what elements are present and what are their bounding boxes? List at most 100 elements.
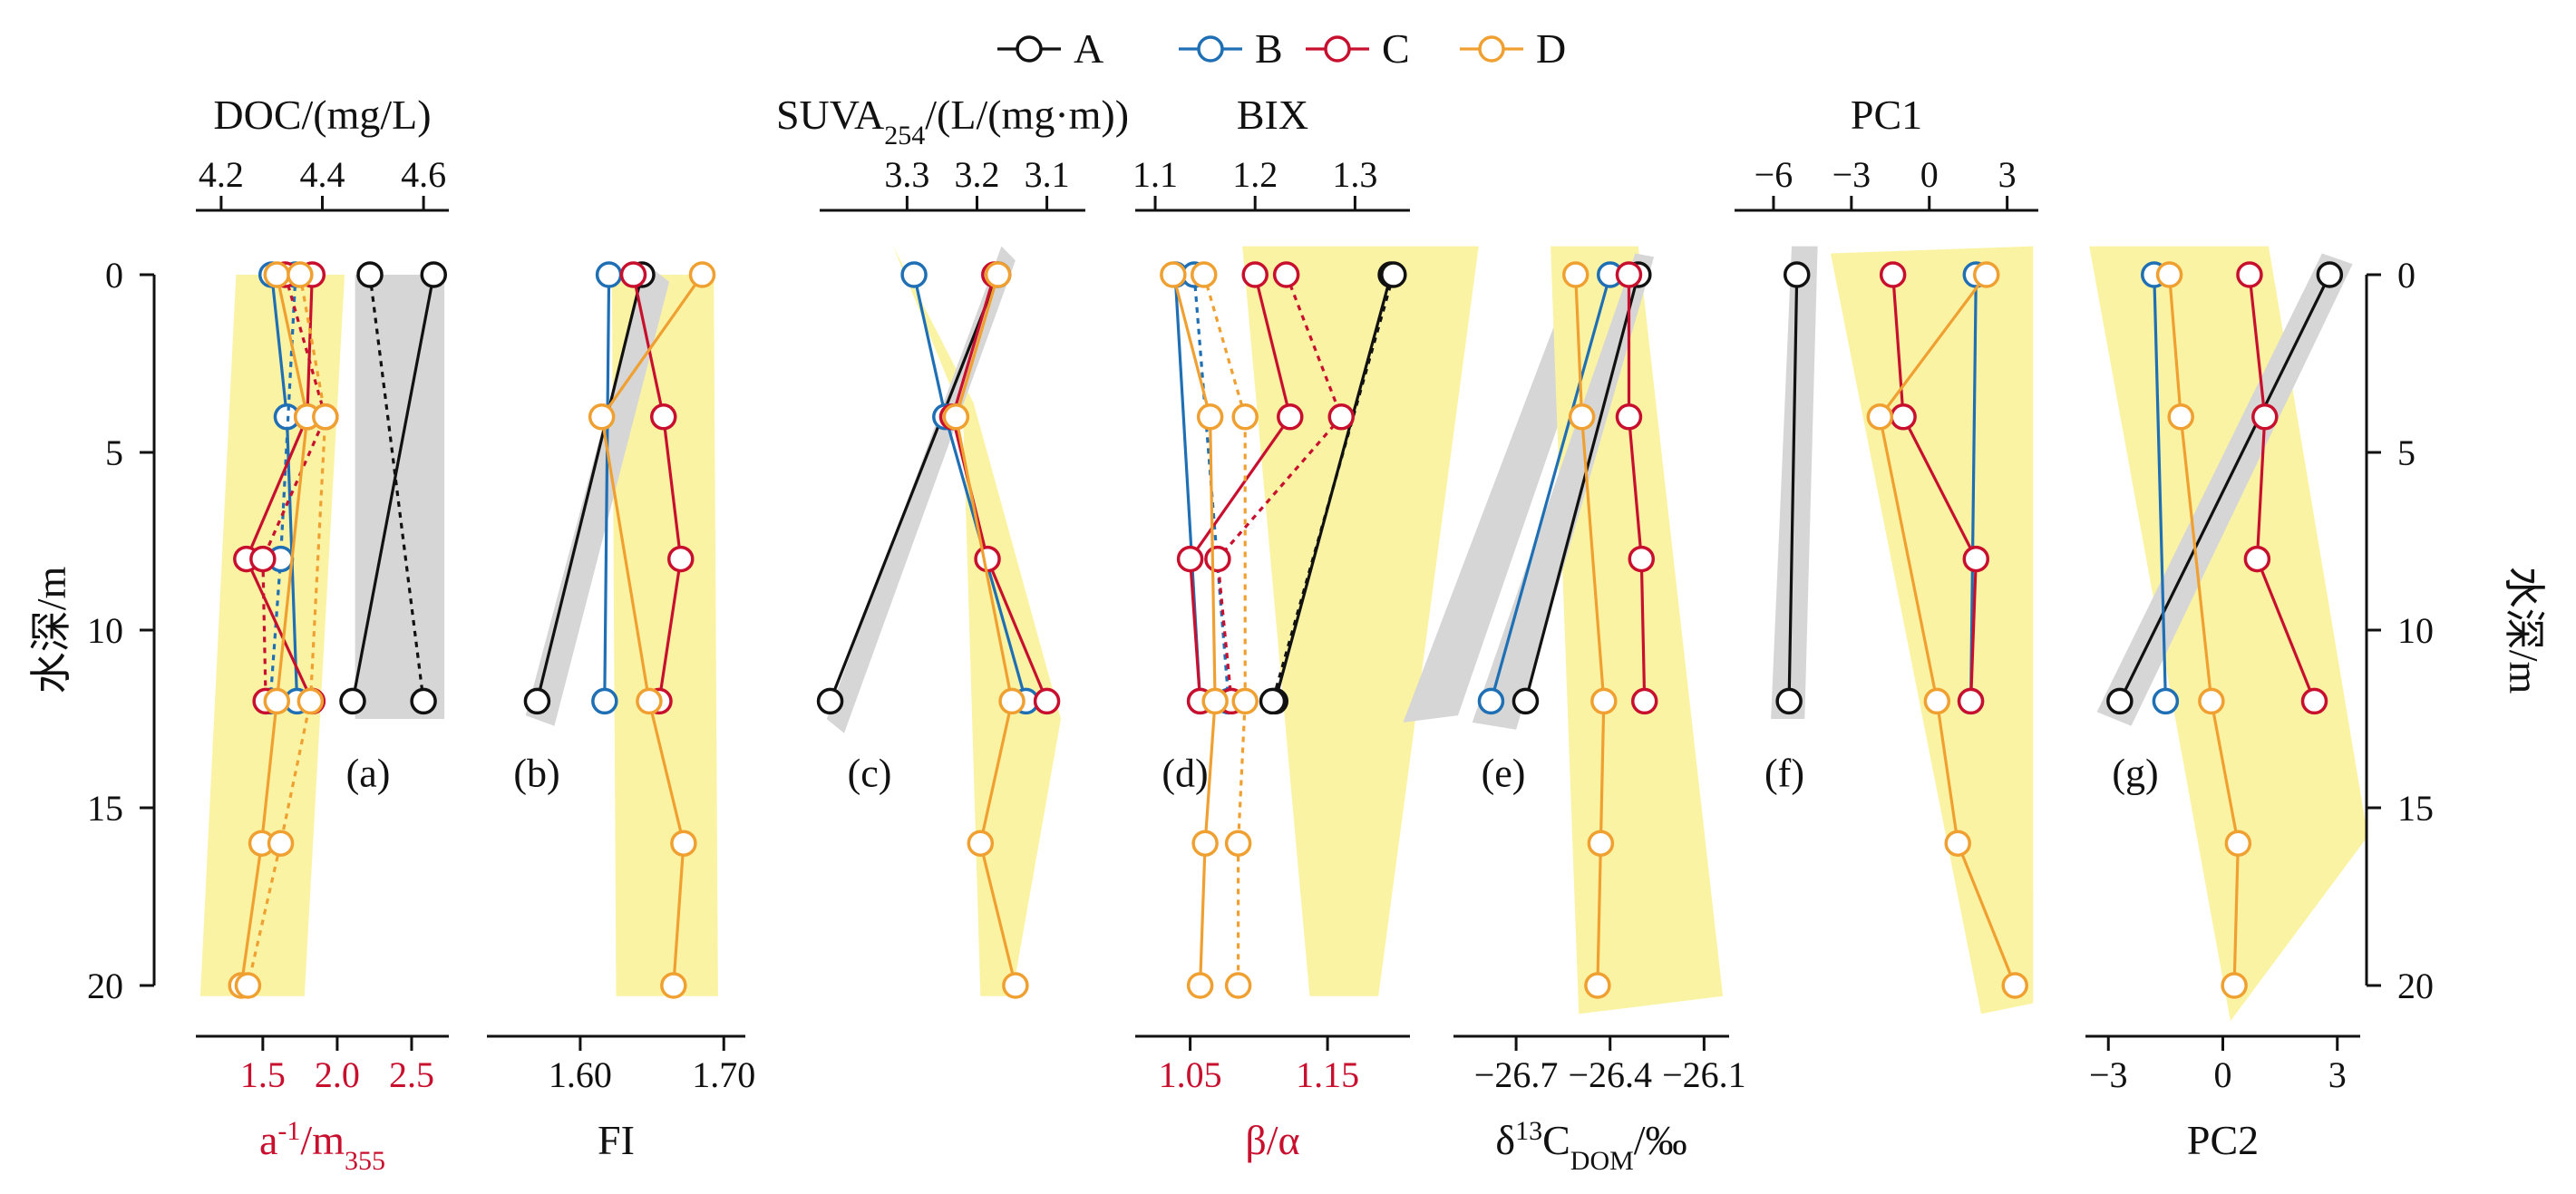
panel-0-label: (a)	[346, 751, 391, 795]
panel-0-series-A-line	[351, 274, 435, 702]
panel-1-series-C-line	[631, 274, 683, 702]
panel-3-series-D-line	[1202, 274, 1247, 985]
panel-5-series-C-point	[1879, 261, 1907, 288]
panel-3-series-C-line	[1188, 274, 1292, 702]
legend-marker-A	[1016, 35, 1043, 63]
panel-2-series-D-point	[1002, 972, 1029, 999]
panel-0-yellow-band	[199, 275, 345, 996]
panel-3-series-C-point	[1204, 545, 1231, 573]
panel-6-series-B-point	[2152, 687, 2180, 715]
panel-6-series-A-point	[2316, 261, 2344, 288]
panel-0-series-D-point	[296, 687, 325, 715]
panel-0-series-C-line	[245, 274, 314, 703]
legend-label-A: A	[1074, 25, 1103, 72]
legend-marker-C	[1324, 35, 1351, 63]
panel-5-top-tick-label: 3	[1998, 154, 2017, 195]
panel-6-series-A-line	[2118, 274, 2331, 703]
legend-label-B: B	[1255, 25, 1283, 72]
panel-6-series-D-point	[2221, 972, 2248, 999]
panel-4-series-C-line	[1627, 275, 1647, 702]
panel-3-series-D-point	[1224, 830, 1252, 857]
panel-1-bottom-tick-label: 1.60	[549, 1054, 612, 1095]
panel-5-label: (f)	[1764, 751, 1804, 795]
panel-4-series-C-point	[1630, 687, 1658, 715]
panel-4-bottom-axis-title-part: 13	[1515, 1116, 1542, 1146]
panel-0-bottom-axis-title-part: /m	[300, 1117, 345, 1163]
panel-4-series-C-point	[1615, 403, 1643, 431]
panel-4-bottom-tick-label: −26.7	[1474, 1054, 1559, 1095]
panel-3-series-C-point	[1327, 403, 1355, 431]
panel-6-series-C-line	[2248, 274, 2316, 702]
panel-0-bottom-axis-title-part: 355	[345, 1146, 385, 1176]
panel-0-series-D-point	[263, 261, 291, 288]
panel-4-series-D-point	[1587, 830, 1615, 857]
panel-1-label: (b)	[513, 751, 559, 795]
panel-3-yellow-band	[1242, 246, 1479, 996]
panel-0-bottom-tick-label: 2.5	[389, 1054, 434, 1095]
panel-4-series-C-point	[1615, 261, 1643, 288]
panel-5-series-C-point	[1962, 545, 1990, 573]
panel-0-gray-band	[355, 275, 445, 719]
panel-0-series-A-point	[356, 261, 384, 288]
panel-2-top-axis-title-part: /(L/(mg·m))	[925, 92, 1129, 138]
panel-0-top-tick-label: 4.2	[199, 154, 244, 195]
legend-marker-B	[1197, 35, 1224, 63]
panel-2-top-axis-title: SUVA254/(L/(mg·m))	[776, 92, 1129, 150]
panel-2-top-axis-title-part: 254	[884, 121, 925, 150]
panel-4-series-C-point	[1628, 545, 1656, 573]
panel-6-series-D-point	[2224, 830, 2252, 857]
panel-6-bottom-axis-title: PC2	[2187, 1117, 2259, 1163]
panel-3-bottom-tick-label: 1.05	[1159, 1054, 1222, 1095]
depth-axis-title-left: 水深/m	[28, 567, 74, 694]
panel-0-bottom-tick-label: 2.0	[315, 1054, 360, 1095]
panel-1-series-D-point	[588, 403, 616, 431]
panel-6-series-B-line	[2153, 274, 2167, 702]
panel-4-yellow-band	[1550, 246, 1724, 1014]
panel-5-series-A-point	[1775, 687, 1803, 715]
panel-1-gray-band	[525, 264, 670, 726]
panel-5-series-D-point	[1972, 261, 2000, 288]
panel-6-bottom-tick-label: −3	[2089, 1054, 2128, 1095]
panel-0-bottom-axis-title: a-1/m355	[259, 1116, 385, 1176]
panel-4-series-B-point	[1477, 687, 1505, 715]
panel-6-series-A-point	[2106, 687, 2134, 715]
panel-1-series-D-point	[670, 830, 697, 857]
panel-5-series-A-point	[1783, 261, 1811, 288]
panel-3-series-A-point	[1380, 261, 1407, 288]
panel-1-series-A-line	[535, 274, 644, 702]
panel-2-top-tick-label: 3.2	[954, 154, 999, 195]
panel-6-bottom-tick-label: 0	[2214, 1054, 2232, 1095]
depth-tick-label-right: 20	[2397, 966, 2434, 1006]
panel-5-top-tick-label: −6	[1755, 154, 1793, 195]
panel-3-series-A-line	[1270, 274, 1395, 702]
panel-6-series-C-point	[2251, 403, 2279, 431]
panel-4-bottom-axis-title-part: δ	[1495, 1117, 1515, 1163]
panel-3-series-C-point	[1277, 403, 1304, 431]
panel-4-series-A-point	[1512, 687, 1540, 715]
panel-4-bottom-axis-title-part: /‰	[1634, 1117, 1687, 1163]
depth-tick-label-right: 15	[2397, 788, 2434, 829]
panel-4-label: (e)	[1482, 751, 1526, 795]
panel-6-series-C-point	[2300, 687, 2328, 715]
panel-2-series-B-point	[900, 261, 928, 288]
panel-2-series-D-point	[967, 830, 995, 857]
panel-2-top-tick-label: 3.3	[884, 154, 929, 195]
panel-0-series-D-point	[234, 972, 262, 999]
depth-tick-label-right: 0	[2397, 255, 2416, 296]
panel-4-series-D-point	[1561, 261, 1589, 288]
legend-marker-D	[1478, 35, 1505, 63]
panel-5-series-C-point	[1957, 687, 1985, 715]
panel-2-top-axis-title-part: SUVA	[776, 92, 884, 138]
panel-0-top-axis-title: DOC/(mg/L)	[213, 92, 431, 138]
panel-4-bottom-tick-label: −26.4	[1568, 1054, 1652, 1095]
panel-0-bottom-axis-title-part: a	[259, 1117, 277, 1163]
panel-5-top-tick-label: 0	[1920, 154, 1939, 195]
panel-1-yellow-band	[611, 275, 718, 996]
panel-5-series-C-line	[1891, 274, 1978, 702]
panel-0-top-tick-label: 4.6	[401, 154, 446, 195]
panel-0-series-D-point	[263, 687, 291, 715]
depth-tick-label-left: 0	[105, 255, 123, 296]
panel-2-yellow-band	[893, 246, 1061, 996]
panel-3-series-D-point	[1231, 687, 1259, 715]
